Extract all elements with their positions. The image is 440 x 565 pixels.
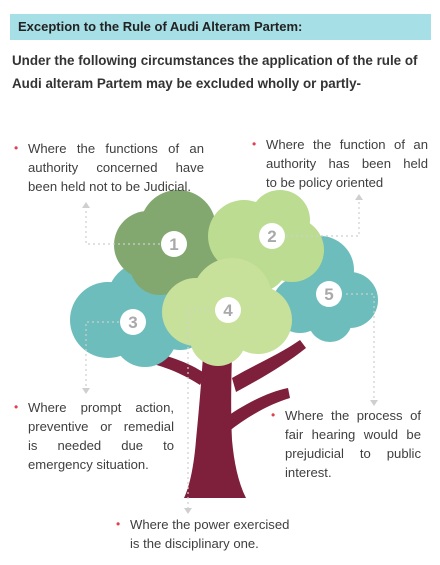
number-label-2: 2 — [267, 227, 276, 246]
point-5-line-1: Where the process of — [285, 408, 421, 423]
point-1-line-1: Where the functions of an — [28, 141, 204, 156]
point-3-line-1: Where prompt action, — [28, 400, 174, 415]
intro-line-1: Under the following circumstances the ap… — [12, 53, 418, 68]
number-circle-4: 4 — [215, 297, 241, 323]
point-2-line-3: to be policy oriented — [266, 175, 384, 190]
title-text: Exception to the Rule of Audi Alteram Pa… — [18, 19, 303, 34]
point-3: • Where prompt action, preventive or rem… — [14, 398, 174, 474]
bullet-point-4: • — [116, 517, 121, 531]
point-3-line-3: is needed due to — [28, 438, 174, 453]
intro-line-2: Audi alteram Partem may be excluded whol… — [12, 76, 362, 91]
number-circle-3: 3 — [120, 309, 146, 335]
point-1-line-2: authority concerned have — [28, 160, 204, 175]
point-3-line-2: preventive or remedial — [28, 419, 174, 434]
title-bar: Exception to the Rule of Audi Alteram Pa… — [10, 14, 431, 40]
number-circle-2: 2 — [259, 223, 285, 249]
point-5: • Where the process of fair hearing woul… — [271, 406, 421, 482]
point-2-line-1: Where the function of an — [266, 137, 428, 152]
point-4-line-1: Where the power exercised — [130, 517, 290, 532]
point-1-line-3: been held not to be Judicial. — [28, 179, 192, 194]
point-4: • Where the power exercised is the disci… — [116, 515, 320, 553]
bullet-point-2: • — [252, 137, 257, 151]
point-2-line-2: authority has been held — [266, 156, 428, 171]
number-label-4: 4 — [223, 301, 233, 320]
point-2: • Where the function of an authority has… — [252, 135, 428, 192]
cluster-4 — [162, 258, 292, 366]
point-1: • Where the functions of an authority co… — [14, 139, 204, 196]
bullet-point-5: • — [271, 408, 276, 422]
number-label-1: 1 — [169, 235, 178, 254]
number-label-3: 3 — [128, 313, 137, 332]
bullet-point-1: • — [14, 141, 19, 155]
connectors — [85, 198, 375, 510]
point-5-line-4: interest. — [285, 465, 332, 480]
number-circle-5: 5 — [316, 281, 342, 307]
connector-arrows — [82, 194, 378, 514]
number-circle-1: 1 — [161, 231, 187, 257]
point-5-line-2: fair hearing would be — [285, 427, 421, 442]
intro-text: Under the following circumstances the ap… — [12, 49, 432, 95]
number-label-5: 5 — [324, 285, 333, 304]
bullet-point-3: • — [14, 400, 19, 414]
point-3-line-4: emergency situation. — [28, 457, 149, 472]
point-5-line-3: prejudicial to public — [285, 446, 421, 461]
point-4-line-2: is the disciplinary one. — [130, 536, 259, 551]
